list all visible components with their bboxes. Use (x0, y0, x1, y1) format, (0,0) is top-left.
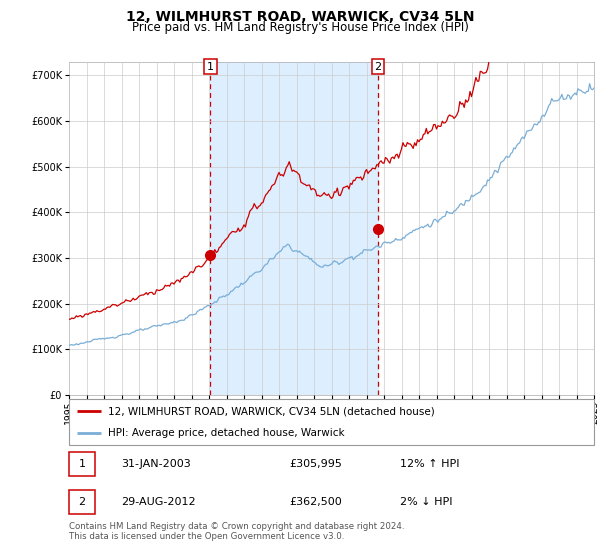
Bar (211, 62, 378, 395)
Text: 31-JAN-2003: 31-JAN-2003 (121, 459, 191, 469)
Text: 29-AUG-2012: 29-AUG-2012 (121, 497, 196, 507)
Text: 1: 1 (207, 62, 214, 72)
Text: 1: 1 (79, 459, 86, 469)
Text: £305,995: £305,995 (290, 459, 343, 469)
Text: £362,500: £362,500 (290, 497, 342, 507)
Text: 12, WILMHURST ROAD, WARWICK, CV34 5LN: 12, WILMHURST ROAD, WARWICK, CV34 5LN (126, 10, 474, 24)
Text: 2% ↓ HPI: 2% ↓ HPI (400, 497, 452, 507)
Text: Contains HM Land Registry data © Crown copyright and database right 2024.
This d: Contains HM Land Registry data © Crown c… (69, 522, 404, 542)
Text: 12, WILMHURST ROAD, WARWICK, CV34 5LN (detached house): 12, WILMHURST ROAD, WARWICK, CV34 5LN (d… (109, 406, 435, 416)
FancyBboxPatch shape (69, 489, 95, 514)
Text: HPI: Average price, detached house, Warwick: HPI: Average price, detached house, Warw… (109, 428, 345, 438)
Text: 2: 2 (374, 62, 382, 72)
FancyBboxPatch shape (69, 452, 95, 477)
Text: 2: 2 (79, 497, 86, 507)
FancyBboxPatch shape (69, 399, 594, 445)
Text: Price paid vs. HM Land Registry's House Price Index (HPI): Price paid vs. HM Land Registry's House … (131, 21, 469, 34)
Text: 12% ↑ HPI: 12% ↑ HPI (400, 459, 459, 469)
